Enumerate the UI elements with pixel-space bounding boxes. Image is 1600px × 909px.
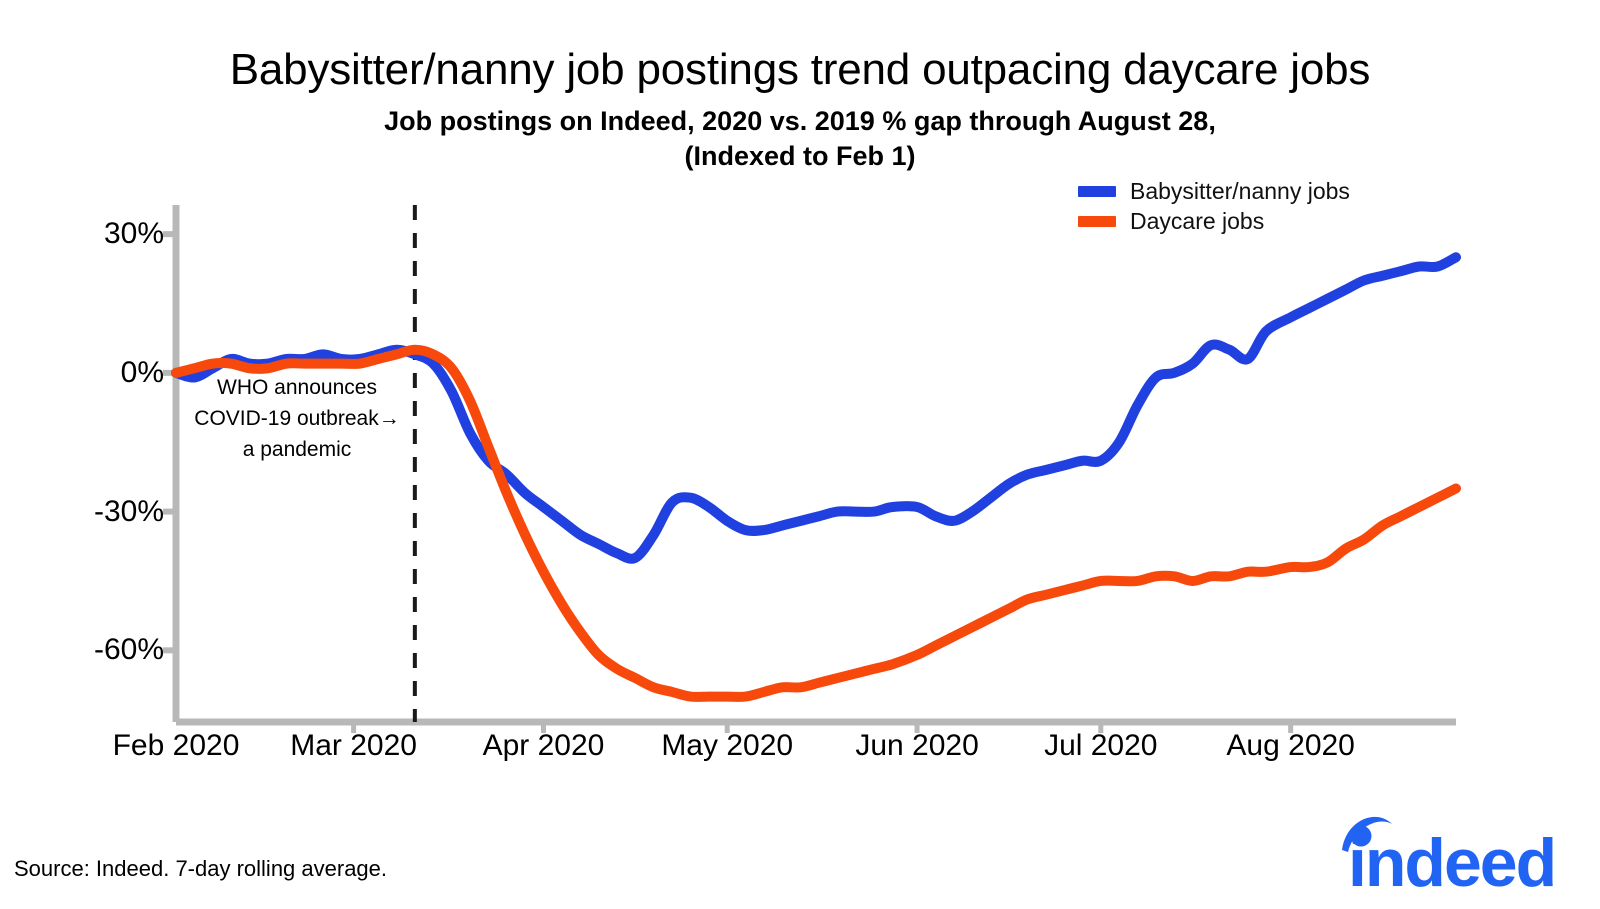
x-tick-label: Apr 2020 bbox=[482, 729, 605, 762]
series-layer bbox=[171, 252, 1461, 702]
y-tick-marks bbox=[163, 231, 176, 654]
who-annotation-line1: WHO announces bbox=[217, 376, 377, 399]
who-annotation-line2-text: COVID-19 outbreak bbox=[194, 407, 379, 430]
title-block: Babysitter/nanny job postings trend outp… bbox=[0, 44, 1600, 174]
who-annotation-line3: a pandemic bbox=[242, 438, 352, 461]
legend-label-babysitter: Babysitter/nanny jobs bbox=[1130, 178, 1350, 204]
y-tick-label: 0% bbox=[120, 355, 164, 389]
y-tick-label: -30% bbox=[93, 494, 164, 528]
legend-label-daycare: Daycare jobs bbox=[1130, 208, 1265, 234]
y-tick-label: 30% bbox=[103, 217, 164, 251]
chart-subtitle-line1: Job postings on Indeed, 2020 vs. 2019 % … bbox=[384, 106, 1216, 136]
legend-swatch-daycare bbox=[1078, 215, 1116, 227]
source-note: Source: Indeed. 7-day rolling average. bbox=[14, 856, 388, 881]
indeed-logo-dot bbox=[1350, 825, 1372, 847]
y-tick-label: -60% bbox=[93, 633, 164, 667]
legend-swatch-babysitter bbox=[1078, 185, 1116, 197]
x-tick-label: Feb 2020 bbox=[112, 729, 240, 762]
indeed-logo-text: indeed bbox=[1348, 825, 1555, 892]
legend-item-daycare[interactable]: Daycare jobs bbox=[1078, 206, 1408, 236]
x-tick-label: Mar 2020 bbox=[290, 729, 417, 762]
chart-subtitle-line2: (Indexed to Feb 1) bbox=[684, 141, 916, 171]
indeed-logo-arc bbox=[1342, 816, 1392, 852]
who-annotation: WHO announces COVID-19 outbreak→ a pande… bbox=[186, 372, 408, 465]
page-title: Babysitter/nanny job postings trend outp… bbox=[229, 45, 1371, 94]
x-tick-label: Aug 2020 bbox=[1226, 729, 1355, 762]
x-tick-label: May 2020 bbox=[661, 729, 794, 762]
legend-item-babysitter[interactable]: Babysitter/nanny jobs bbox=[1078, 176, 1408, 206]
who-annotation-line2: COVID-19 outbreak→ bbox=[186, 403, 408, 434]
indeed-logo-mark: indeed bbox=[1342, 816, 1557, 892]
chart-legend: Babysitter/nanny jobs Daycare jobs bbox=[1078, 176, 1408, 236]
indeed-logo: indeed bbox=[1342, 816, 1557, 892]
chart-subtitle: Job postings on Indeed, 2020 vs. 2019 % … bbox=[0, 104, 1600, 174]
arrow-right-icon: → bbox=[378, 407, 400, 430]
x-tick-label: Jun 2020 bbox=[855, 729, 979, 762]
x-tick-label: Jul 2020 bbox=[1044, 729, 1158, 762]
